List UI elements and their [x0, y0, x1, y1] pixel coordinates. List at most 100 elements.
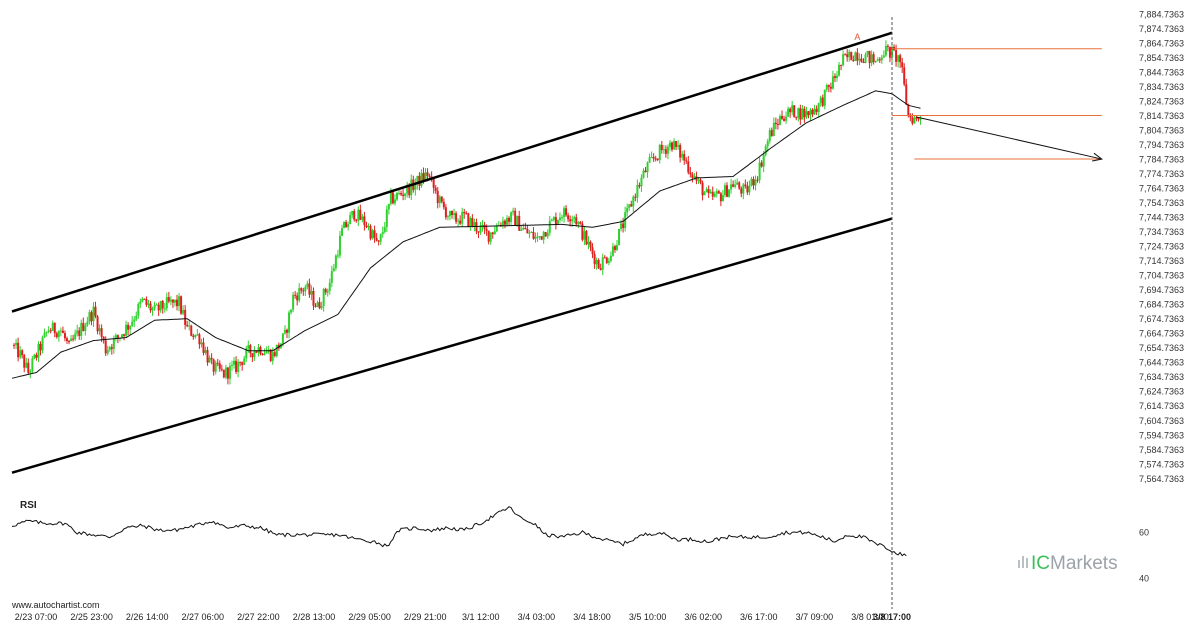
candle-body: [681, 153, 684, 158]
candle-body: [53, 322, 56, 334]
candle-body: [599, 268, 602, 270]
candle-body: [858, 58, 861, 61]
candlestick-plot: [13, 40, 922, 385]
x-tick-label: 2/29 05:00: [348, 612, 391, 622]
candle-body: [632, 196, 635, 207]
candle-body: [398, 192, 401, 194]
candle-body: [78, 330, 81, 336]
candle-body: [673, 141, 676, 150]
candle-body: [748, 185, 751, 193]
candle-body: [442, 201, 445, 208]
candle-body: [204, 350, 207, 353]
y-tick-label: 7,724.7363: [1139, 242, 1184, 252]
candle-body: [110, 347, 113, 349]
x-tick-label: 3/6 17:00: [740, 612, 778, 622]
candle-body: [202, 342, 205, 353]
candle-body: [772, 122, 775, 136]
candle-body: [897, 55, 900, 62]
candle-body: [699, 179, 702, 183]
candle-body: [538, 236, 541, 238]
candle-body: [864, 54, 867, 63]
candle-body: [200, 342, 203, 345]
candle-body: [184, 309, 187, 325]
candle-body: [689, 172, 692, 175]
candle-body: [465, 213, 468, 215]
candle-body: [391, 192, 394, 204]
candle-body: [840, 64, 843, 66]
candle-body: [831, 76, 834, 89]
candle-body: [520, 229, 523, 231]
candle-body: [758, 162, 761, 181]
candle-body: [687, 161, 690, 173]
candle-body: [656, 158, 659, 160]
candle-body: [216, 362, 219, 364]
candle-body: [241, 362, 244, 365]
candle-body: [501, 220, 504, 226]
candle-body: [186, 324, 189, 327]
candle-body: [888, 46, 891, 58]
x-tick-label: 3/8 17:00: [873, 612, 911, 622]
y-tick-label: 7,674.7363: [1139, 314, 1184, 324]
candle-body: [583, 231, 586, 240]
candle-body: [212, 359, 215, 372]
y-tick-label: 7,584.7363: [1139, 445, 1184, 455]
candle-body: [408, 184, 411, 196]
candle-body: [84, 325, 87, 331]
candle-body: [129, 325, 132, 330]
candle-body: [218, 363, 221, 369]
candle-body: [558, 217, 561, 220]
candle-body: [813, 108, 816, 115]
y-tick-label: 7,564.7363: [1139, 474, 1184, 484]
candle-body: [300, 288, 303, 291]
candle-body: [288, 312, 291, 333]
candle-body: [805, 111, 808, 118]
candle-body: [86, 321, 89, 326]
candle-body: [825, 84, 828, 90]
y-tick-label: 7,644.7363: [1139, 358, 1184, 368]
candle-body: [662, 149, 665, 151]
x-tick-label: 2/26 14:00: [126, 612, 169, 622]
candle-body: [899, 55, 902, 63]
y-tick-label: 7,764.7363: [1139, 183, 1184, 193]
candle-body: [750, 178, 753, 186]
candle-body: [365, 225, 368, 228]
candle-body: [884, 45, 887, 56]
candle-body: [819, 97, 822, 104]
candle-body: [862, 61, 865, 63]
x-tick-label: 2/29 21:00: [404, 612, 447, 622]
candle-body: [98, 328, 101, 332]
candle-body: [866, 50, 869, 55]
candle-body: [338, 235, 341, 256]
candle-body: [526, 228, 529, 234]
candle-body: [518, 215, 521, 231]
candle-body: [13, 344, 16, 346]
candle-body: [94, 306, 97, 317]
candle-body: [807, 111, 810, 116]
brand-name: Markets: [1050, 553, 1118, 574]
candle-body: [493, 231, 496, 235]
candle-body: [754, 179, 757, 186]
channel-upper-line: [11, 31, 893, 313]
candle-body: [88, 312, 91, 322]
candle-body: [542, 232, 545, 240]
candle-body: [263, 353, 266, 355]
candle-body: [353, 210, 356, 220]
candle-body: [638, 185, 641, 187]
candle-body: [418, 175, 421, 186]
candle-body: [463, 211, 466, 214]
candle-body: [512, 210, 515, 213]
candle-body: [693, 176, 696, 178]
candle-body: [123, 334, 126, 336]
candle-body: [100, 328, 103, 337]
candle-body: [355, 219, 358, 221]
candle-body: [402, 194, 405, 196]
candle-body: [524, 228, 527, 230]
candle-body: [127, 324, 130, 330]
candle-body: [856, 52, 859, 61]
candle-body: [860, 58, 863, 62]
candle-body: [760, 162, 763, 167]
candle-body: [178, 296, 181, 307]
candle-body: [389, 192, 392, 204]
candle-body: [701, 182, 704, 196]
candle-body: [514, 210, 517, 226]
